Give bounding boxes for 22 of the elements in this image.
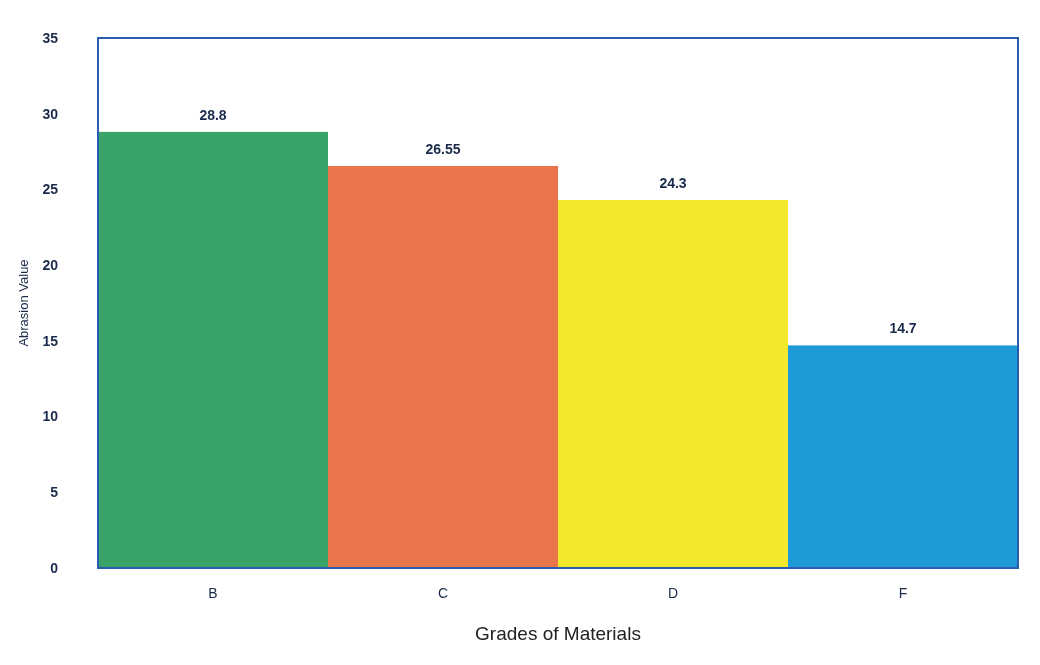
data-label: 26.55 bbox=[425, 140, 461, 157]
y-tick-label: 35 bbox=[42, 29, 59, 46]
x-axis-title: Grades of Materials bbox=[475, 623, 641, 644]
y-tick-label: 25 bbox=[42, 181, 59, 198]
x-tick-label: C bbox=[437, 585, 449, 601]
y-axis-title: Abrasion Value bbox=[16, 259, 31, 347]
data-label: 14.7 bbox=[889, 320, 917, 337]
y-tick-label: 15 bbox=[42, 332, 59, 349]
y-tick-label: 30 bbox=[42, 105, 59, 122]
bar bbox=[328, 165, 558, 568]
bar bbox=[788, 345, 1018, 568]
y-tick-label: 5 bbox=[50, 484, 59, 501]
y-tick-label: 10 bbox=[42, 408, 59, 425]
data-label: 28.8 bbox=[199, 106, 227, 123]
y-tick-label: 20 bbox=[42, 257, 59, 274]
x-tick-label: D bbox=[667, 585, 679, 601]
x-tick-label: F bbox=[898, 585, 908, 601]
bar bbox=[558, 200, 788, 568]
bar bbox=[98, 131, 328, 568]
x-tick-label: B bbox=[208, 585, 218, 601]
y-tick-label: 0 bbox=[50, 559, 59, 576]
data-label: 24.3 bbox=[659, 175, 687, 192]
